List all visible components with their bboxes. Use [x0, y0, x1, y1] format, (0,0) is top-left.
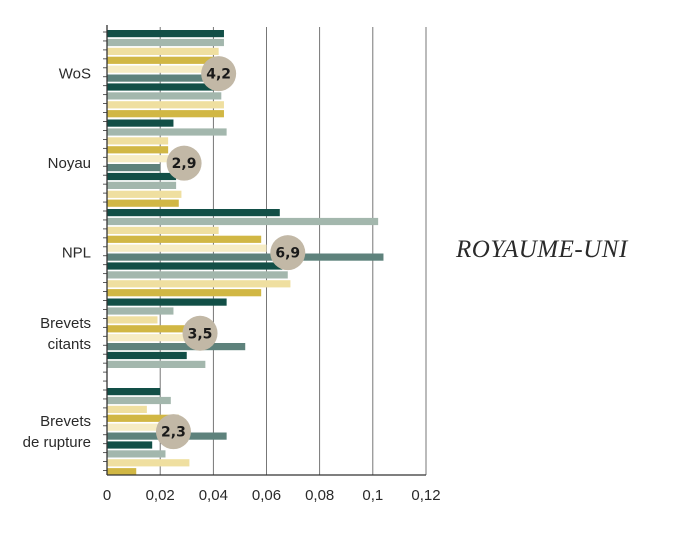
- bars: [107, 30, 384, 476]
- category-label: Noyau: [48, 155, 91, 172]
- bar: [107, 226, 219, 234]
- value-bubble: [270, 235, 306, 271]
- bar: [107, 441, 153, 449]
- value-bubble: [166, 145, 202, 181]
- bar: [107, 271, 288, 279]
- bar: [107, 146, 169, 154]
- bar: [107, 414, 179, 422]
- bar: [107, 396, 171, 405]
- axes: [103, 25, 426, 476]
- x-tick-label: 0,1: [362, 487, 383, 504]
- category-labels: WoS Noyau NPL Brevets citants Brevets de ruptu…: [23, 66, 91, 451]
- bar: [107, 235, 262, 243]
- x-tick-label: 0: [103, 487, 111, 504]
- category-label: citants: [48, 336, 91, 353]
- bar: [107, 253, 384, 261]
- value-bubble-label: 2,9: [172, 156, 197, 172]
- bar: [107, 74, 216, 82]
- bar: [107, 280, 291, 288]
- bar: [107, 155, 171, 163]
- bar: [107, 47, 219, 55]
- bar: [107, 334, 187, 342]
- bar: [107, 83, 219, 91]
- bar: [107, 244, 267, 252]
- bar: [107, 325, 206, 333]
- category-label: WoS: [59, 66, 91, 83]
- value-bubble-label: 6,9: [275, 246, 300, 262]
- bar: [107, 209, 280, 217]
- value-bubble-label: 2,3: [161, 425, 186, 441]
- value-bubble: [201, 56, 237, 92]
- bar: [107, 289, 262, 297]
- value-bubble: [182, 315, 218, 351]
- category-label: NPL: [62, 245, 91, 262]
- bar: [107, 119, 174, 127]
- bar: [107, 343, 246, 351]
- bar: [107, 137, 169, 145]
- bar: [107, 56, 219, 64]
- x-tick-label: 0,02: [146, 487, 175, 504]
- category-label: Brevets: [40, 413, 91, 430]
- bar: [107, 199, 179, 207]
- bar: [107, 459, 190, 467]
- bar: [107, 172, 177, 181]
- bar: [107, 217, 379, 226]
- bar: [107, 405, 147, 413]
- bar: [107, 423, 166, 431]
- panel-title: ROYAUME-UNI: [456, 236, 628, 263]
- value-bubble-label: 3,5: [188, 326, 213, 342]
- bar: [107, 351, 187, 360]
- bar: [107, 307, 174, 315]
- category-label: Brevets: [40, 315, 91, 332]
- bar: [107, 450, 166, 458]
- bar: [107, 262, 283, 270]
- x-tick-label: 0,08: [305, 487, 334, 504]
- bar: [107, 164, 161, 172]
- x-tick-label: 0,06: [252, 487, 281, 504]
- x-tick-labels: 0 0,02 0,04 0,06 0,08 0,1 0,12: [103, 487, 441, 504]
- value-bubbles: 4,2 2,9 6,9 3,5 2,3: [155, 56, 306, 450]
- bar: [107, 316, 158, 324]
- bar: [107, 65, 219, 73]
- bar: [107, 110, 224, 118]
- bar: [107, 30, 224, 38]
- bar: [107, 92, 222, 100]
- bar: [107, 468, 137, 476]
- x-tick-label: 0,04: [199, 487, 228, 504]
- category-label: de rupture: [23, 434, 91, 451]
- value-bubble-label: 4,2: [206, 67, 231, 83]
- bar: [107, 181, 177, 189]
- bar: [107, 101, 224, 109]
- bar: [107, 38, 224, 47]
- bar: [107, 360, 206, 368]
- bar: [107, 388, 161, 396]
- bar: [107, 190, 182, 198]
- bar: [107, 128, 227, 136]
- value-bubble: [155, 414, 191, 450]
- bar: [107, 298, 227, 306]
- x-tick-label: 0,12: [411, 487, 440, 504]
